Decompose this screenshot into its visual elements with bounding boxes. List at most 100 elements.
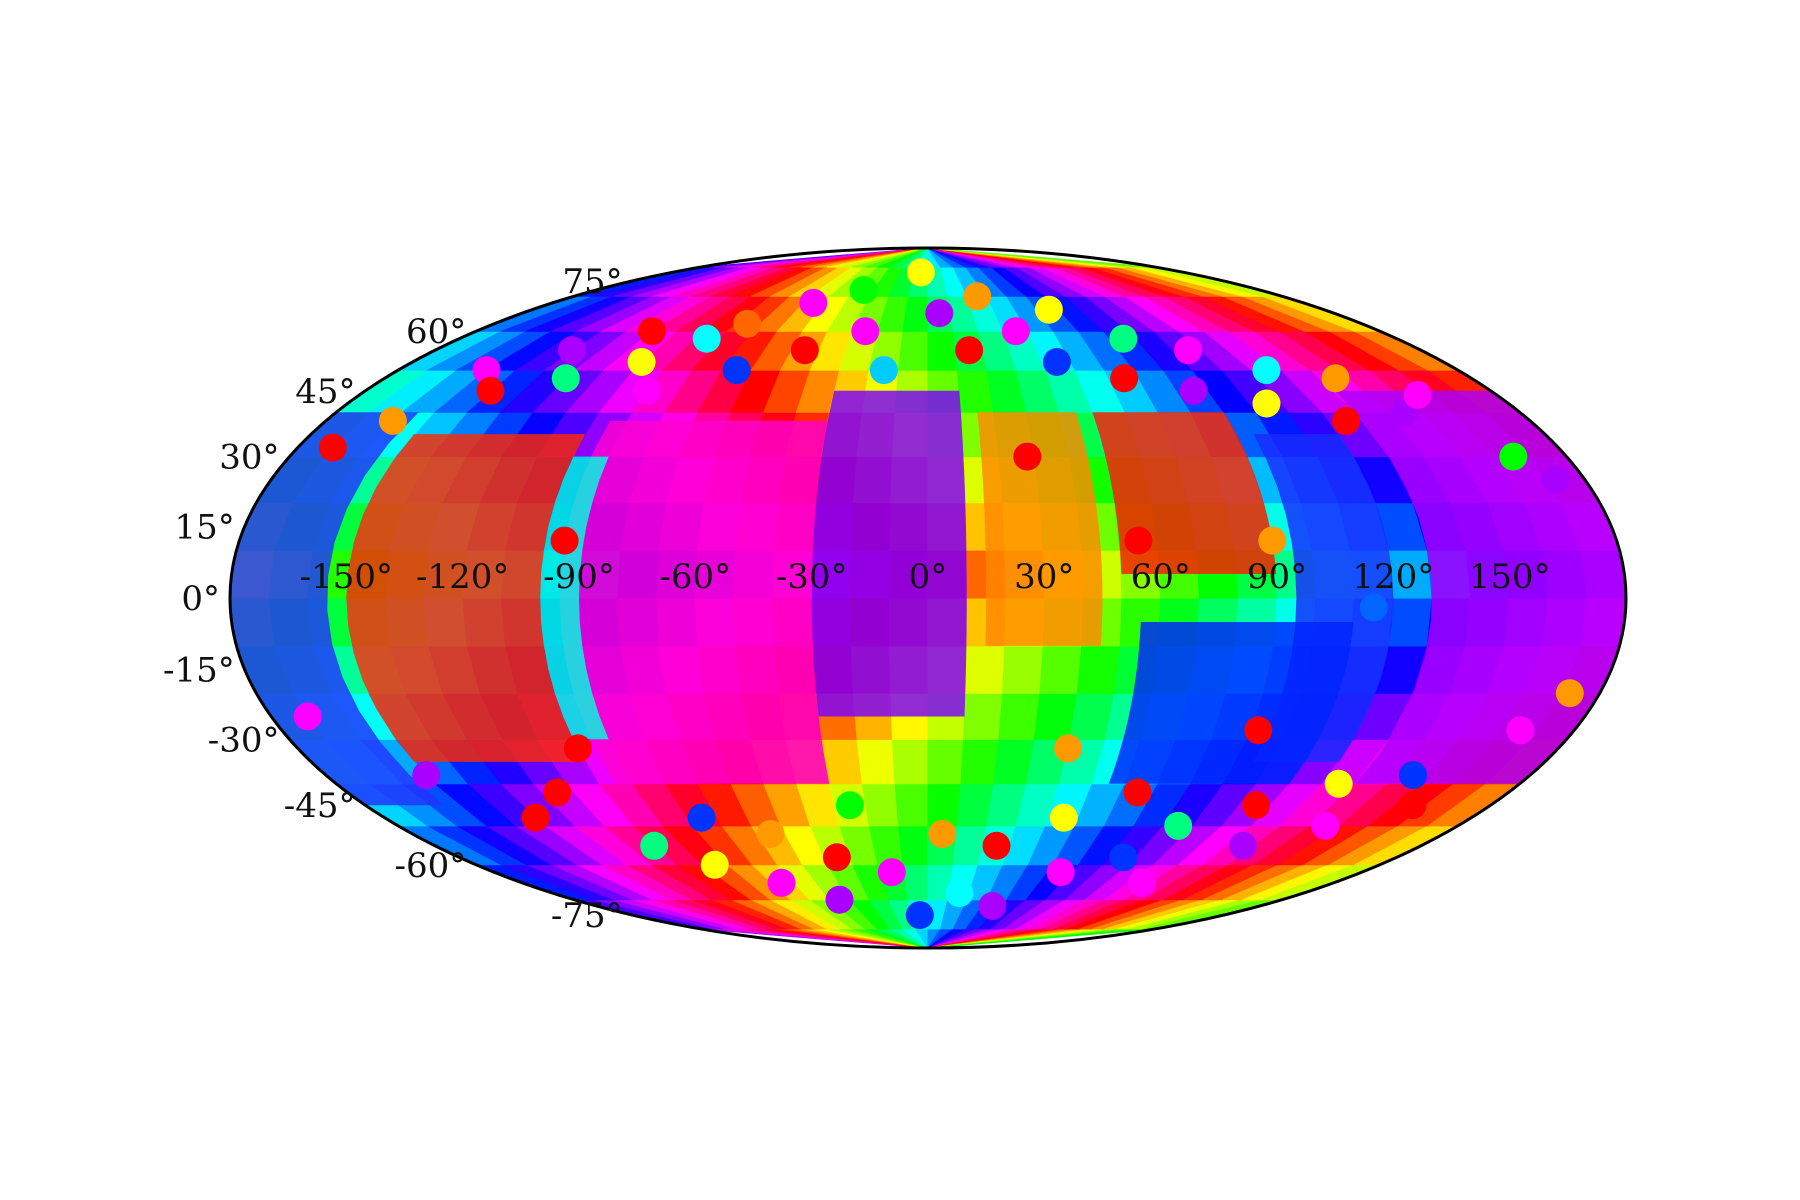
scatter-point [1042, 348, 1071, 376]
x-tick-label: 30° [1014, 557, 1074, 597]
scatter-point [1242, 791, 1271, 820]
scatter-point [877, 858, 906, 887]
scatter-point [1054, 734, 1083, 763]
field-cell [1388, 597, 1433, 647]
scatter-point [1013, 442, 1042, 471]
scatter-point [692, 324, 721, 353]
scatter-point [955, 336, 984, 365]
region-layer [230, 390, 1626, 806]
scatter-point [1049, 803, 1078, 832]
scatter-point [1046, 858, 1075, 887]
scatter-point [1321, 364, 1350, 393]
field-region [230, 412, 444, 806]
scatter-point [822, 843, 851, 872]
scatter-point [412, 761, 441, 790]
field-region [811, 390, 967, 717]
longitude-ticks: -150° -120° -90° -60° -30° 0° 30° 60° 90° 120° 150… [300, 557, 1551, 597]
field-region [540, 456, 609, 740]
scatter-point [945, 879, 974, 908]
y-tick-label: -15° [163, 651, 235, 691]
x-tick-label: 60° [1131, 557, 1191, 597]
scatter-point [722, 356, 751, 385]
x-tick-label: 90° [1247, 557, 1307, 597]
scatter-point [1128, 868, 1157, 897]
scatter-point [627, 348, 656, 376]
scatter-point [293, 702, 322, 731]
scatter-point [1034, 295, 1063, 324]
y-tick-label: 75° [562, 262, 622, 302]
field-cell [1039, 645, 1083, 694]
scatter-point [1179, 376, 1208, 405]
scatter-point [1110, 364, 1139, 393]
x-tick-label: -30° [776, 557, 848, 597]
field-cell [960, 738, 1000, 785]
scatter-point [767, 868, 796, 897]
field-region [559, 420, 830, 784]
scatter-point [733, 309, 762, 338]
scatter-point [1403, 381, 1432, 409]
y-tick-label: 45° [295, 372, 355, 412]
scatter-point [849, 276, 878, 304]
scatter-point [521, 803, 550, 832]
x-tick-label: 0° [909, 557, 948, 597]
field-cell [856, 738, 896, 785]
scatter-point [378, 406, 407, 435]
y-tick-label: -60° [395, 846, 467, 886]
field-region [977, 412, 1103, 646]
y-tick-label: 0° [181, 579, 220, 619]
x-tick-label: 120° [1352, 557, 1434, 597]
x-tick-label: -150° [300, 557, 393, 597]
scatter-point [869, 356, 898, 385]
field-cell [861, 783, 900, 827]
scatter-point [906, 258, 935, 287]
field-cell [927, 330, 958, 371]
map-outline [228, 246, 1628, 950]
scatter-point [1399, 761, 1427, 790]
scatter-point [640, 831, 669, 860]
scatter-point [632, 376, 661, 405]
scatter-point [799, 288, 828, 317]
scatter-point [925, 299, 954, 328]
y-tick-label: 15° [175, 507, 235, 547]
scatter-point [825, 885, 854, 914]
field-cell [998, 692, 1041, 740]
scatter-point [551, 364, 580, 393]
field-cell [927, 738, 965, 785]
scatter-point [1244, 716, 1273, 745]
scatter-point [1359, 593, 1388, 622]
y-tick-label: -45° [284, 786, 356, 826]
scatter-point [851, 317, 880, 346]
scatter-point [1001, 317, 1030, 346]
scatter-point [1228, 831, 1257, 860]
scatter-point [1541, 465, 1570, 494]
scatter-point [1258, 526, 1287, 555]
scatter-point [638, 317, 666, 346]
scatter-point [1164, 811, 1193, 840]
field-cell [898, 330, 929, 371]
scatter-point [687, 803, 716, 832]
y-tick-label: -30° [208, 720, 280, 760]
scatter-point [1324, 769, 1353, 798]
y-tick-label: 60° [406, 312, 466, 352]
scatter-point [1174, 336, 1203, 365]
y-tick-label: -75° [551, 896, 623, 936]
scatter-point [1109, 843, 1138, 872]
scatter-point [563, 734, 592, 763]
scatter-point [318, 433, 347, 462]
map-body [230, 248, 1626, 948]
field-cell [898, 825, 929, 866]
field-cell [1076, 645, 1121, 694]
x-tick-label: -120° [416, 557, 509, 597]
scatter-point [790, 336, 819, 365]
scatter-point [1123, 778, 1152, 807]
scatter-points [293, 258, 1584, 930]
scatter-point [1398, 791, 1427, 820]
field-cell [1002, 645, 1044, 694]
x-tick-label: -60° [659, 557, 731, 597]
scatter-point [1506, 716, 1535, 745]
scatter-point [756, 820, 785, 848]
scatter-point [472, 356, 501, 385]
field-cell [891, 738, 929, 785]
scatter-point [543, 778, 572, 807]
